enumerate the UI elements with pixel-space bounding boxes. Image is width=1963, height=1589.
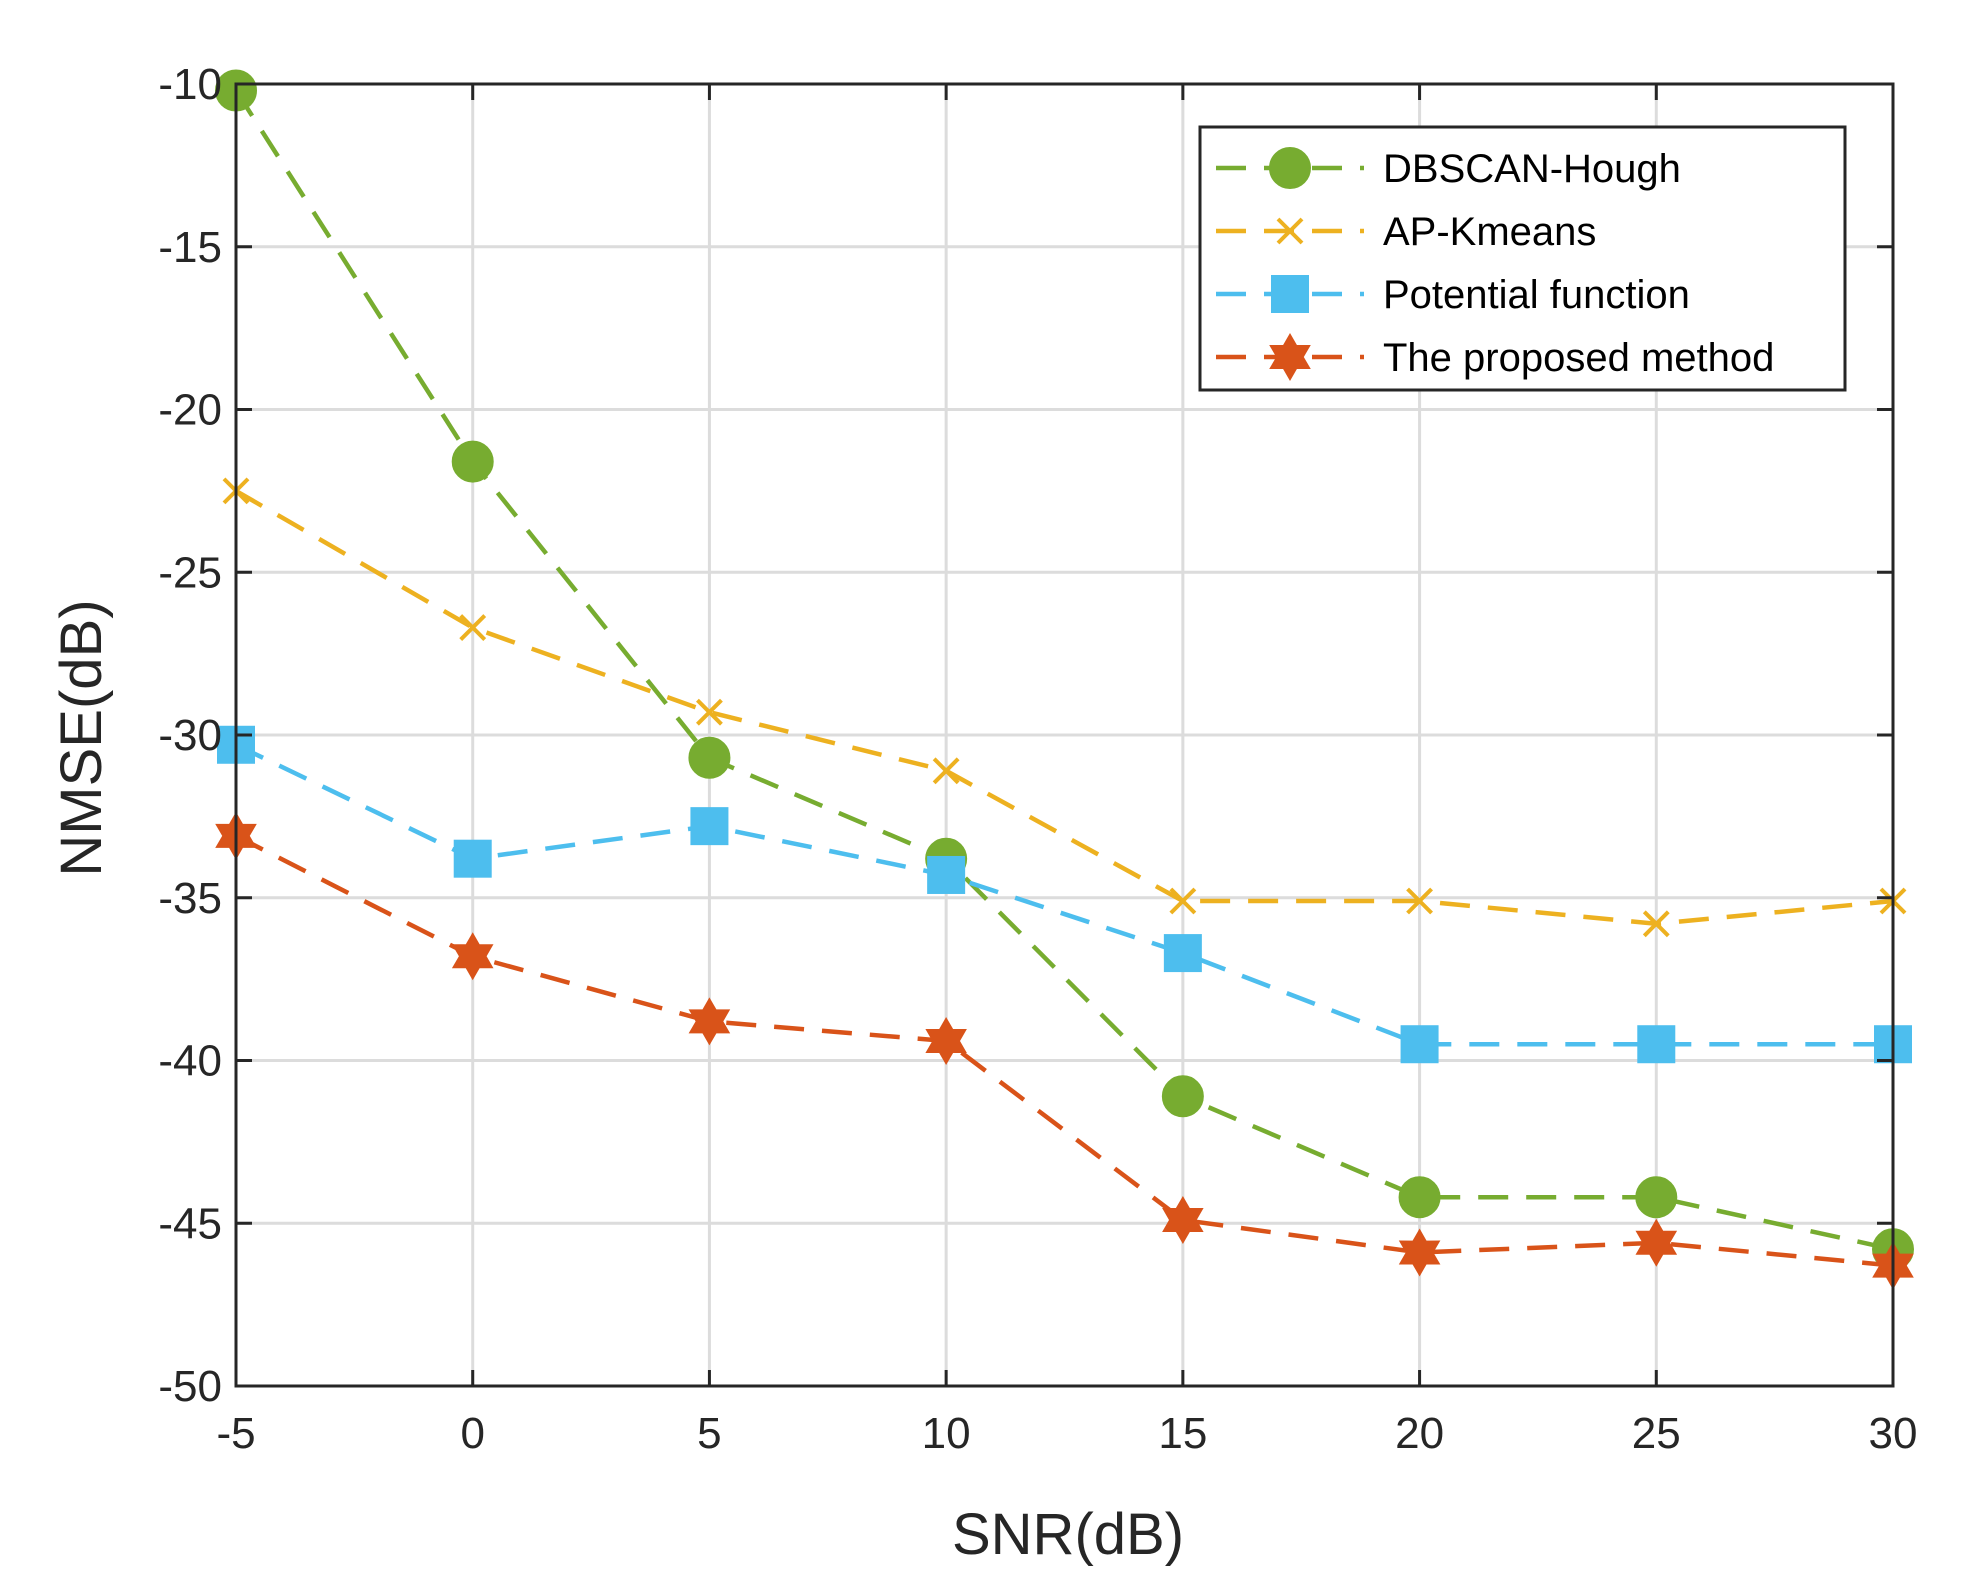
series-line <box>234 89 1894 1252</box>
data-point-marker <box>1398 1176 1441 1219</box>
data-point-marker <box>451 932 494 981</box>
x-tick-label: -5 <box>216 1409 255 1458</box>
plot-frame <box>234 82 1895 1388</box>
data-point-marker <box>459 614 487 641</box>
data-point-marker <box>688 997 731 1046</box>
data-point-marker <box>1162 1196 1204 1244</box>
data-point-marker <box>1635 1218 1678 1267</box>
data-point-marker <box>1163 934 1202 973</box>
data-point-marker <box>1406 887 1433 915</box>
series-line <box>234 488 1894 927</box>
y-tick-label: -10 <box>158 60 222 109</box>
data-point-marker <box>453 839 492 878</box>
legend-item: Potential function <box>1216 273 1690 317</box>
legend-item: AP-Kmeans <box>1216 210 1596 254</box>
x-tick-label: 15 <box>1158 1409 1207 1458</box>
legend-marker <box>1276 217 1304 245</box>
data-point-marker <box>1400 1025 1439 1064</box>
y-tick-label: -30 <box>158 711 222 760</box>
legend-label: Potential function <box>1383 273 1690 317</box>
y-tick-label: -50 <box>158 1362 222 1411</box>
data-point-marker <box>451 440 494 483</box>
data-point-marker <box>1169 887 1197 915</box>
data-point-marker <box>1637 1025 1676 1064</box>
x-tick-label: 10 <box>922 1409 971 1458</box>
data-point-marker <box>932 757 960 785</box>
data-point-marker <box>690 807 729 846</box>
y-tick-label: -40 <box>158 1037 222 1086</box>
legend-label: AP-Kmeans <box>1383 210 1596 254</box>
data-point-marker <box>1398 1228 1441 1277</box>
data-point-marker-stroke <box>1169 887 1197 915</box>
legend-label: DBSCAN-Hough <box>1383 147 1681 191</box>
legend-marker <box>1271 275 1309 313</box>
x-tick-label: 30 <box>1869 1409 1918 1458</box>
series-line <box>234 833 1894 1268</box>
data-point-marker-stroke <box>932 757 960 785</box>
data-point-marker <box>1161 1075 1204 1118</box>
data-point-marker <box>1635 1176 1678 1219</box>
legend: DBSCAN-Hough AP-Kmeans Potential function T… <box>1198 125 1847 392</box>
legend-marker-stroke <box>1276 217 1304 245</box>
data-point-marker-stroke <box>696 698 723 726</box>
data-point-marker <box>927 855 966 894</box>
x-tick-label: 25 <box>1632 1409 1681 1458</box>
data-series <box>215 69 1914 1290</box>
legend-item: The proposed method <box>1216 333 1774 381</box>
y-tick-label: -15 <box>158 223 222 272</box>
series-line <box>235 742 1893 1047</box>
legend-label: The proposed method <box>1383 336 1774 380</box>
x-tick-label: 0 <box>460 1409 484 1458</box>
data-point-marker <box>688 736 731 779</box>
x-tick-label: 5 <box>697 1409 721 1458</box>
data-point-marker <box>696 698 723 726</box>
y-tick-label: -45 <box>158 1199 222 1248</box>
y-axis-label: NMSE(dB) <box>49 599 114 876</box>
data-point-marker-stroke <box>1642 910 1670 938</box>
y-tick-label: -35 <box>158 874 222 923</box>
legend-item: DBSCAN-Hough <box>1216 147 1681 191</box>
axes: -5 0 5 10 15 20 25 30-10-15-20-25-30-35-40-45-5… <box>158 60 1917 1458</box>
series-1 <box>222 477 1907 938</box>
data-point-marker <box>925 1017 967 1065</box>
legend-marker <box>1269 147 1311 189</box>
x-axis-label: SNR(dB) <box>952 1502 1184 1567</box>
data-point-marker <box>1642 910 1670 938</box>
series-3 <box>215 811 1914 1290</box>
y-tick-label: -25 <box>158 548 222 597</box>
y-tick-label: -20 <box>158 386 222 435</box>
data-point-marker-stroke <box>1406 887 1433 915</box>
data-point-marker-stroke <box>459 614 487 641</box>
legend-marker <box>1269 333 1311 381</box>
x-tick-label: 20 <box>1395 1409 1444 1458</box>
